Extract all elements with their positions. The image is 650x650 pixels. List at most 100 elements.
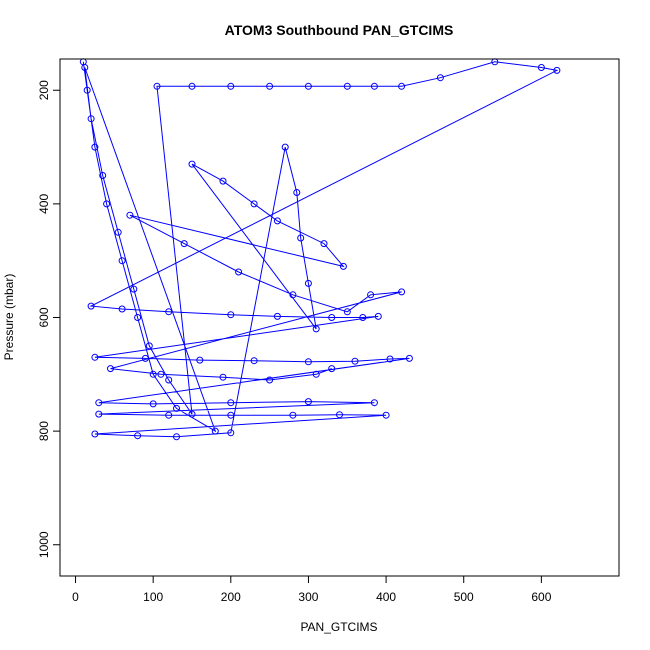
data-point [227, 311, 235, 319]
data-point [227, 429, 235, 437]
series-line [82, 61, 559, 438]
data-point [91, 430, 99, 438]
data-point [382, 411, 390, 419]
data-point [235, 268, 243, 276]
data-point [328, 365, 336, 373]
data-point [293, 189, 301, 196]
data-point [339, 262, 347, 270]
data-point [553, 66, 561, 74]
y-tick-label: 400 [37, 194, 51, 214]
data-point [273, 217, 281, 225]
data-point [250, 357, 258, 365]
data-point [87, 115, 95, 123]
data-point [370, 82, 378, 90]
data-point [219, 373, 227, 381]
data-point [134, 314, 142, 321]
x-axis-label: PAN_GTCIMS [300, 620, 377, 634]
data-point [145, 342, 153, 350]
x-tick-label: 600 [531, 590, 551, 604]
data-point [367, 291, 375, 299]
data-point [227, 399, 235, 407]
data-point [180, 240, 188, 248]
data-point [328, 314, 336, 321]
data-points [79, 58, 561, 441]
y-tick-label: 600 [37, 307, 51, 327]
data-point [351, 357, 359, 365]
data-point [114, 228, 122, 236]
data-point [118, 257, 126, 265]
data-point [436, 74, 444, 82]
data-point [266, 376, 274, 384]
data-point [95, 410, 103, 418]
data-point [103, 200, 111, 208]
data-point [336, 411, 343, 419]
data-point [153, 82, 161, 90]
data-point [130, 285, 138, 293]
data-point [81, 64, 89, 71]
x-tick-label: 0 [72, 590, 79, 604]
data-point [266, 82, 274, 90]
data-point [91, 353, 99, 361]
data-point [165, 376, 173, 384]
data-point [91, 143, 99, 151]
data-point [141, 354, 149, 362]
data-point [250, 200, 258, 208]
data-point [297, 234, 305, 242]
data-point [304, 358, 312, 366]
data-point [537, 64, 545, 71]
data-point [134, 432, 142, 440]
data-point [289, 411, 297, 419]
y-tick-label: 1000 [37, 531, 51, 558]
data-point [157, 370, 165, 378]
data-point [398, 288, 406, 296]
y-tick-label: 800 [37, 421, 51, 441]
x-tick-label: 400 [376, 590, 396, 604]
data-point [126, 211, 134, 219]
data-point [83, 86, 91, 94]
data-point [304, 279, 312, 287]
data-point [304, 82, 312, 90]
data-point [87, 302, 95, 310]
x-tick-label: 100 [143, 590, 163, 604]
data-point [188, 410, 196, 418]
data-point [320, 240, 328, 248]
data-point [188, 82, 196, 90]
data-point [343, 82, 351, 90]
data-point [398, 82, 406, 90]
x-tick-label: 500 [454, 590, 474, 604]
data-point [211, 427, 219, 435]
data-point [173, 404, 180, 412]
data-point [386, 355, 394, 363]
data-point [359, 314, 367, 321]
data-point [99, 172, 107, 179]
data-point [227, 82, 235, 90]
data-point [281, 143, 289, 151]
data-point [370, 399, 378, 407]
data-point [149, 400, 157, 408]
data-point [374, 312, 382, 320]
data-point [95, 399, 103, 407]
data-point [343, 308, 351, 316]
chart-title: ATOM3 Southbound PAN_GTCIMS [225, 22, 454, 38]
data-point [118, 305, 126, 313]
y-axis-label: Pressure (mbar) [2, 274, 16, 361]
data-point [165, 411, 173, 419]
x-tick-label: 300 [298, 590, 318, 604]
data-point [289, 291, 297, 299]
data-point [227, 411, 235, 419]
data-point [173, 433, 180, 441]
x-axis: 0 100 200 300 400 500 600 [72, 575, 552, 604]
plot-frame [59, 58, 620, 577]
data-point [196, 356, 204, 364]
data-point [312, 370, 320, 378]
data-point [405, 354, 413, 362]
y-tick-label: 200 [37, 80, 51, 100]
data-point [165, 308, 173, 316]
data-point [304, 398, 312, 406]
y-axis: 200 400 600 800 1000 [37, 80, 61, 558]
data-point [107, 365, 114, 373]
x-tick-label: 200 [221, 590, 241, 604]
data-point [219, 177, 227, 185]
data-point [188, 160, 196, 168]
